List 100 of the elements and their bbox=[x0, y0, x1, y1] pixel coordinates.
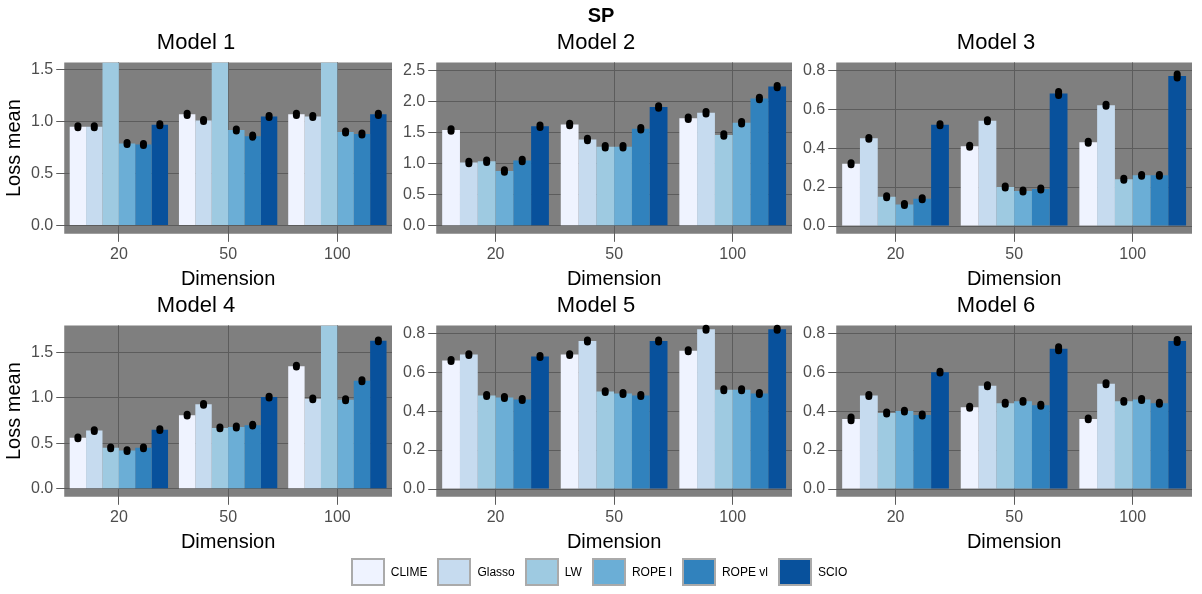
bar bbox=[768, 329, 787, 489]
bar bbox=[596, 391, 615, 489]
bar bbox=[931, 372, 949, 489]
x-tick-label: 100 bbox=[719, 507, 747, 525]
y-tick-label: 0.0 bbox=[30, 479, 54, 497]
y-tick-label: 2.5 bbox=[402, 60, 426, 78]
bar bbox=[649, 340, 668, 489]
legend-label: ROPE l bbox=[631, 565, 672, 579]
y-tick-label: 1.5 bbox=[402, 122, 426, 140]
bar bbox=[260, 116, 278, 225]
y-tick-label: 1.0 bbox=[30, 112, 54, 130]
bar bbox=[228, 129, 245, 225]
bar bbox=[304, 398, 321, 489]
bar bbox=[353, 134, 371, 225]
bar bbox=[859, 138, 878, 226]
bar bbox=[288, 114, 305, 225]
bar bbox=[228, 426, 245, 489]
bar bbox=[118, 450, 136, 489]
bar bbox=[320, 325, 338, 489]
bar bbox=[1014, 401, 1032, 489]
bar bbox=[211, 427, 229, 489]
y-tick-label: 0.6 bbox=[402, 362, 426, 380]
x-tick-label: 20 bbox=[886, 507, 905, 525]
bar bbox=[895, 411, 914, 489]
bar bbox=[1014, 190, 1032, 226]
bar bbox=[211, 62, 229, 225]
bar bbox=[614, 146, 632, 226]
bar bbox=[1049, 348, 1068, 489]
y-tick-label: 0.4 bbox=[402, 401, 426, 419]
chart-title: Model 2 bbox=[556, 29, 636, 55]
bar bbox=[495, 397, 514, 489]
x-axis-title: Dimension bbox=[966, 529, 1062, 552]
bar bbox=[960, 146, 979, 226]
x-tick-label: 50 bbox=[605, 507, 624, 525]
bar bbox=[1079, 142, 1098, 226]
bar bbox=[679, 350, 698, 489]
bar bbox=[697, 329, 715, 489]
bar bbox=[732, 389, 751, 489]
bar bbox=[1132, 175, 1151, 226]
bar bbox=[614, 393, 632, 489]
bar bbox=[978, 120, 997, 226]
y-tick-label: 0.2 bbox=[802, 177, 826, 195]
bar bbox=[1097, 383, 1115, 489]
y-tick-label: 0.5 bbox=[402, 185, 426, 203]
bar bbox=[697, 112, 715, 226]
bar bbox=[288, 366, 305, 489]
y-tick-label: 1.0 bbox=[30, 388, 54, 406]
bar bbox=[102, 62, 119, 225]
y-tick-label: 0.8 bbox=[802, 323, 826, 341]
bar bbox=[477, 395, 496, 489]
bar bbox=[459, 162, 478, 226]
y-tick-label: 2.0 bbox=[402, 91, 426, 109]
bar bbox=[151, 429, 169, 489]
y-axis-title: Loss mean bbox=[1, 362, 24, 461]
bar bbox=[513, 160, 532, 226]
bar bbox=[649, 107, 668, 226]
x-tick-label: 50 bbox=[219, 244, 238, 262]
y-tick-label: 0.2 bbox=[802, 440, 826, 458]
bar bbox=[560, 124, 579, 226]
x-tick-label: 20 bbox=[886, 244, 905, 262]
legend-label: ROPE vl bbox=[721, 565, 768, 579]
bar bbox=[244, 136, 261, 225]
bar bbox=[1168, 340, 1187, 489]
bar bbox=[86, 126, 103, 225]
bar bbox=[531, 356, 549, 489]
bar bbox=[1150, 175, 1169, 226]
bar bbox=[370, 340, 387, 489]
x-tick-label: 100 bbox=[719, 244, 747, 262]
bar bbox=[1097, 105, 1115, 226]
bar bbox=[86, 430, 103, 489]
bar bbox=[996, 403, 1015, 489]
legend-label: CLIME bbox=[390, 565, 428, 579]
bar bbox=[459, 354, 478, 489]
bar bbox=[996, 187, 1015, 226]
x-tick-label: 100 bbox=[1119, 244, 1147, 262]
bar bbox=[1031, 405, 1050, 489]
bar bbox=[337, 399, 354, 489]
bar bbox=[260, 397, 278, 489]
chart-title: Model 6 bbox=[956, 292, 1036, 318]
y-tick-label: 0.0 bbox=[30, 215, 54, 233]
bar bbox=[304, 116, 321, 225]
bar bbox=[442, 360, 460, 489]
bar bbox=[560, 354, 579, 489]
bar bbox=[195, 404, 212, 489]
x-tick-label: 100 bbox=[1119, 507, 1147, 525]
bar bbox=[631, 128, 650, 226]
bar bbox=[1168, 76, 1187, 226]
bar bbox=[118, 143, 136, 225]
bar bbox=[1114, 179, 1133, 226]
bar bbox=[1132, 399, 1151, 489]
bar bbox=[1031, 189, 1050, 226]
x-axis-title: Dimension bbox=[966, 266, 1062, 289]
bar bbox=[151, 124, 169, 225]
bar bbox=[596, 146, 615, 226]
y-tick-label: 1.5 bbox=[30, 343, 54, 361]
y-tick-label: 0.0 bbox=[802, 216, 826, 234]
bar bbox=[750, 98, 769, 226]
y-tick-label: 1.0 bbox=[402, 154, 426, 172]
y-tick-label: 0.8 bbox=[402, 323, 426, 341]
bar bbox=[135, 447, 152, 489]
